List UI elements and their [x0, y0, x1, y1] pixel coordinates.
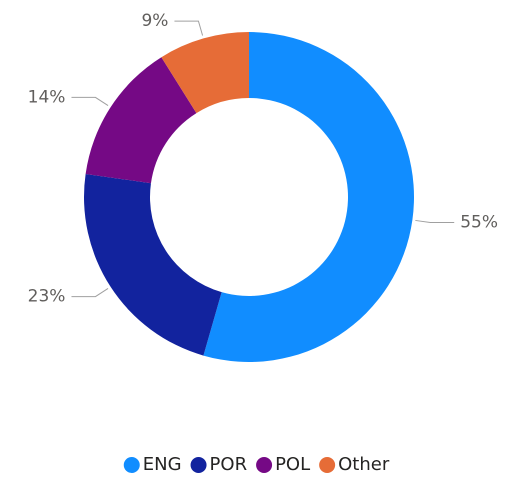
legend-label: POL [275, 454, 310, 475]
leader-line [415, 219, 455, 224]
data-label: 55% [460, 213, 498, 233]
donut-slice [161, 32, 249, 114]
donut-slice [83, 173, 222, 356]
leader-line [174, 20, 204, 36]
data-label: 9% [141, 11, 168, 31]
leader-line [71, 288, 109, 298]
data-label: 14% [28, 87, 66, 107]
leader-line [71, 96, 109, 106]
legend-label: POR [210, 454, 248, 475]
data-label: 23% [28, 287, 66, 307]
donut-slice [85, 57, 197, 184]
legend-marker [319, 457, 336, 473]
donut-slice [203, 32, 415, 363]
legend-label: Other [338, 454, 390, 475]
legend-marker [123, 457, 140, 473]
legend-marker [190, 457, 207, 473]
legend-marker [256, 457, 273, 473]
legend-label: ENG [143, 454, 182, 475]
